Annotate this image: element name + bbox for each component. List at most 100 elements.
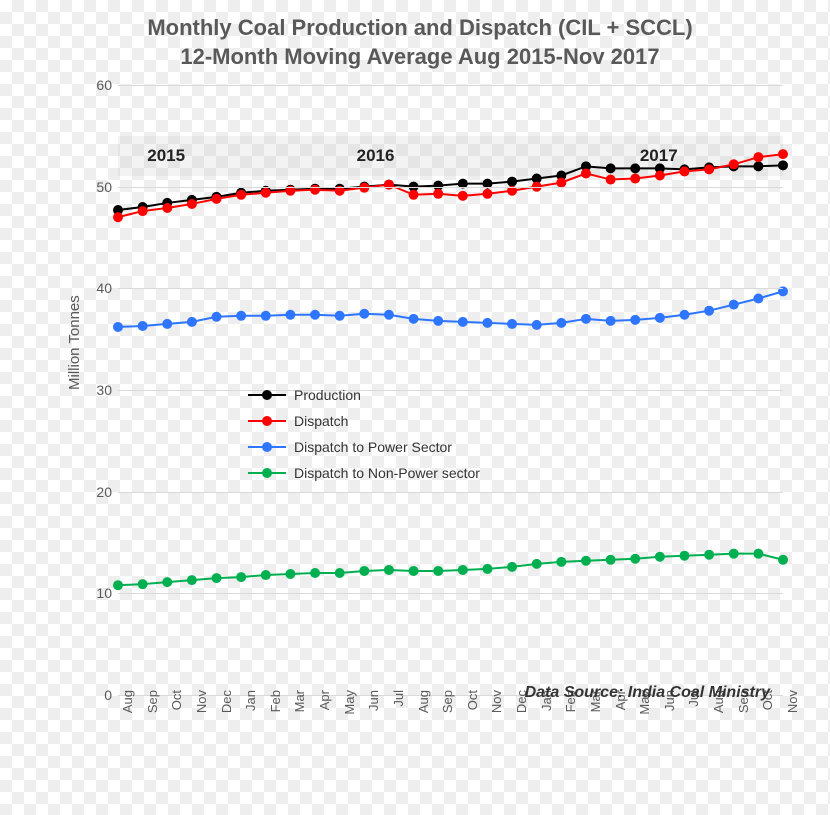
series-marker xyxy=(704,550,714,560)
series-marker xyxy=(753,294,763,304)
gridline xyxy=(118,187,783,188)
series-marker xyxy=(458,317,468,327)
legend-swatch xyxy=(248,414,286,428)
year-label: 2017 xyxy=(640,146,678,166)
series-marker xyxy=(556,318,566,328)
x-tick-label: Nov xyxy=(194,690,209,713)
series-marker xyxy=(310,568,320,578)
series-marker xyxy=(630,315,640,325)
gridline xyxy=(118,593,783,594)
series-marker xyxy=(704,164,714,174)
legend-label: Dispatch xyxy=(294,413,348,429)
gridline xyxy=(118,492,783,493)
year-label: 2015 xyxy=(147,146,185,166)
legend-item: Dispatch to Power Sector xyxy=(248,434,480,460)
series-marker xyxy=(507,562,517,572)
data-source-text: Data Source: India Coal Ministry xyxy=(525,684,770,702)
series-marker xyxy=(556,557,566,567)
series-marker xyxy=(630,163,640,173)
series-marker xyxy=(753,161,763,171)
legend-label: Dispatch to Non-Power sector xyxy=(294,465,480,481)
x-tick-label: Feb xyxy=(268,690,283,712)
x-tick-label: Jan xyxy=(243,690,258,711)
series-marker xyxy=(212,312,222,322)
x-tick-label: Jun xyxy=(366,690,381,711)
series-marker xyxy=(384,310,394,320)
series-marker xyxy=(335,568,345,578)
series-marker xyxy=(630,554,640,564)
series-marker xyxy=(753,549,763,559)
series-marker xyxy=(679,166,689,176)
y-tick-label: 30 xyxy=(86,382,112,398)
series-marker xyxy=(753,152,763,162)
series-marker xyxy=(113,322,123,332)
series-marker xyxy=(409,190,419,200)
legend-label: Production xyxy=(294,387,361,403)
series-marker xyxy=(433,566,443,576)
legend-swatch xyxy=(248,388,286,402)
series-marker xyxy=(482,564,492,574)
gridline xyxy=(118,288,783,289)
plot-area: 0102030405060201520162017AugSepOctNovDec… xyxy=(118,85,783,695)
x-tick-label: Jul xyxy=(391,690,406,707)
series-marker xyxy=(335,311,345,321)
series-marker xyxy=(138,206,148,216)
x-tick-label: Aug xyxy=(416,690,431,713)
y-tick-label: 40 xyxy=(86,280,112,296)
series-marker xyxy=(162,577,172,587)
series-marker xyxy=(310,310,320,320)
series-marker xyxy=(630,174,640,184)
series-marker xyxy=(285,310,295,320)
series-marker xyxy=(236,190,246,200)
series-marker xyxy=(482,189,492,199)
series-marker xyxy=(458,191,468,201)
series-marker xyxy=(261,311,271,321)
series-marker xyxy=(532,559,542,569)
series-marker xyxy=(679,551,689,561)
year-label: 2016 xyxy=(357,146,395,166)
series-marker xyxy=(433,189,443,199)
x-tick-label: Oct xyxy=(465,690,480,710)
series-marker xyxy=(655,313,665,323)
legend-label: Dispatch to Power Sector xyxy=(294,439,452,455)
title-line-1: Monthly Coal Production and Dispatch (CI… xyxy=(40,14,800,43)
legend: Production Dispatch Dispatch to Power Sect… xyxy=(248,382,480,486)
title-line-2: 12-Month Moving Average Aug 2015-Nov 201… xyxy=(40,43,800,72)
y-axis-label: Million Tonnes xyxy=(66,295,83,390)
series-marker xyxy=(532,320,542,330)
y-tick-label: 0 xyxy=(86,687,112,703)
x-tick-label: Sep xyxy=(440,690,455,713)
series-marker xyxy=(187,317,197,327)
series-marker xyxy=(212,573,222,583)
chart-container: Monthly Coal Production and Dispatch (CI… xyxy=(40,0,800,790)
series-marker xyxy=(704,306,714,316)
series-marker xyxy=(236,572,246,582)
series-marker xyxy=(458,565,468,575)
series-marker xyxy=(606,175,616,185)
series-line xyxy=(118,154,783,217)
x-tick-label: Oct xyxy=(169,690,184,710)
series-marker xyxy=(778,160,788,170)
y-tick-label: 20 xyxy=(86,484,112,500)
series-marker xyxy=(778,555,788,565)
x-tick-label: Dec xyxy=(219,690,234,713)
x-tick-label: Nov xyxy=(785,690,800,713)
y-tick-label: 50 xyxy=(86,179,112,195)
series-marker xyxy=(187,575,197,585)
series-marker xyxy=(359,309,369,319)
series-marker xyxy=(729,549,739,559)
legend-item: Dispatch xyxy=(248,408,480,434)
series-marker xyxy=(384,180,394,190)
series-marker xyxy=(113,212,123,222)
series-marker xyxy=(162,203,172,213)
series-marker xyxy=(433,316,443,326)
series-marker xyxy=(581,168,591,178)
y-tick-label: 60 xyxy=(86,77,112,93)
series-marker xyxy=(655,552,665,562)
series-marker xyxy=(729,300,739,310)
series-marker xyxy=(384,565,394,575)
series-marker xyxy=(507,319,517,329)
series-marker xyxy=(138,579,148,589)
series-marker xyxy=(581,556,591,566)
x-tick-label: Apr xyxy=(317,690,332,710)
